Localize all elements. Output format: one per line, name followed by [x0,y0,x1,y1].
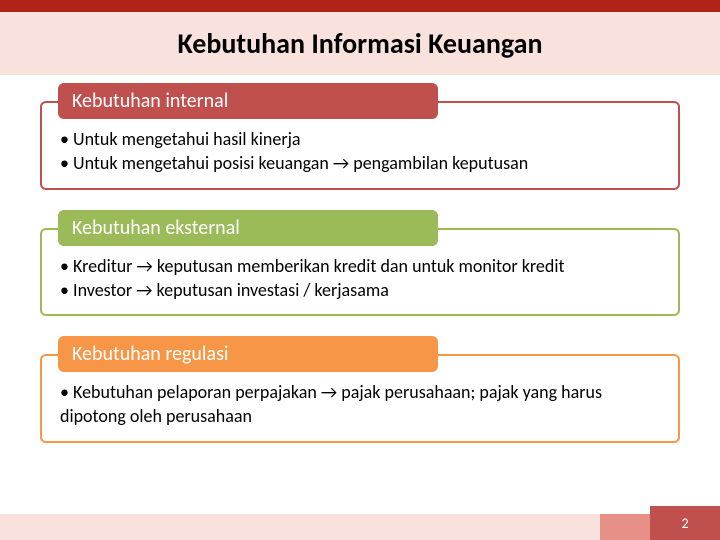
footer-left-segment [0,514,600,540]
list-item: Untuk mengetahui hasil kinerja [60,127,660,151]
top-accent-bar [0,0,720,12]
content-area: Kebutuhan internal Untuk mengetahui hasi… [0,75,720,443]
section-header-eksternal: Kebutuhan eksternal [58,210,438,246]
page-number: 2 [681,515,688,532]
bullet-list: Kreditur → keputusan memberikan kredit d… [60,254,660,303]
section-regulasi: Kebutuhan regulasi Kebutuhan pelaporan p… [40,336,680,443]
footer-right-segment: 2 [650,506,720,540]
section-header-internal: Kebutuhan internal [58,83,438,119]
section-header-regulasi: Kebutuhan regulasi [58,336,438,372]
list-item: Kebutuhan pelaporan perpajakan → pajak p… [60,380,660,429]
title-band: Kebutuhan Informasi Keuangan [0,12,720,75]
slide-title: Kebutuhan Informasi Keuangan [0,26,720,61]
footer-bar: 2 [0,514,720,540]
section-internal: Kebutuhan internal Untuk mengetahui hasi… [40,83,680,190]
list-item: Investor → keputusan investasi / kerjasa… [60,278,660,302]
bullet-list: Untuk mengetahui hasil kinerja Untuk men… [60,127,660,176]
list-item: Kreditur → keputusan memberikan kredit d… [60,254,660,278]
footer-mid-segment [600,514,650,540]
bullet-list: Kebutuhan pelaporan perpajakan → pajak p… [60,380,660,429]
list-item: Untuk mengetahui posisi keuangan → penga… [60,151,660,175]
section-eksternal: Kebutuhan eksternal Kreditur → keputusan… [40,210,680,317]
